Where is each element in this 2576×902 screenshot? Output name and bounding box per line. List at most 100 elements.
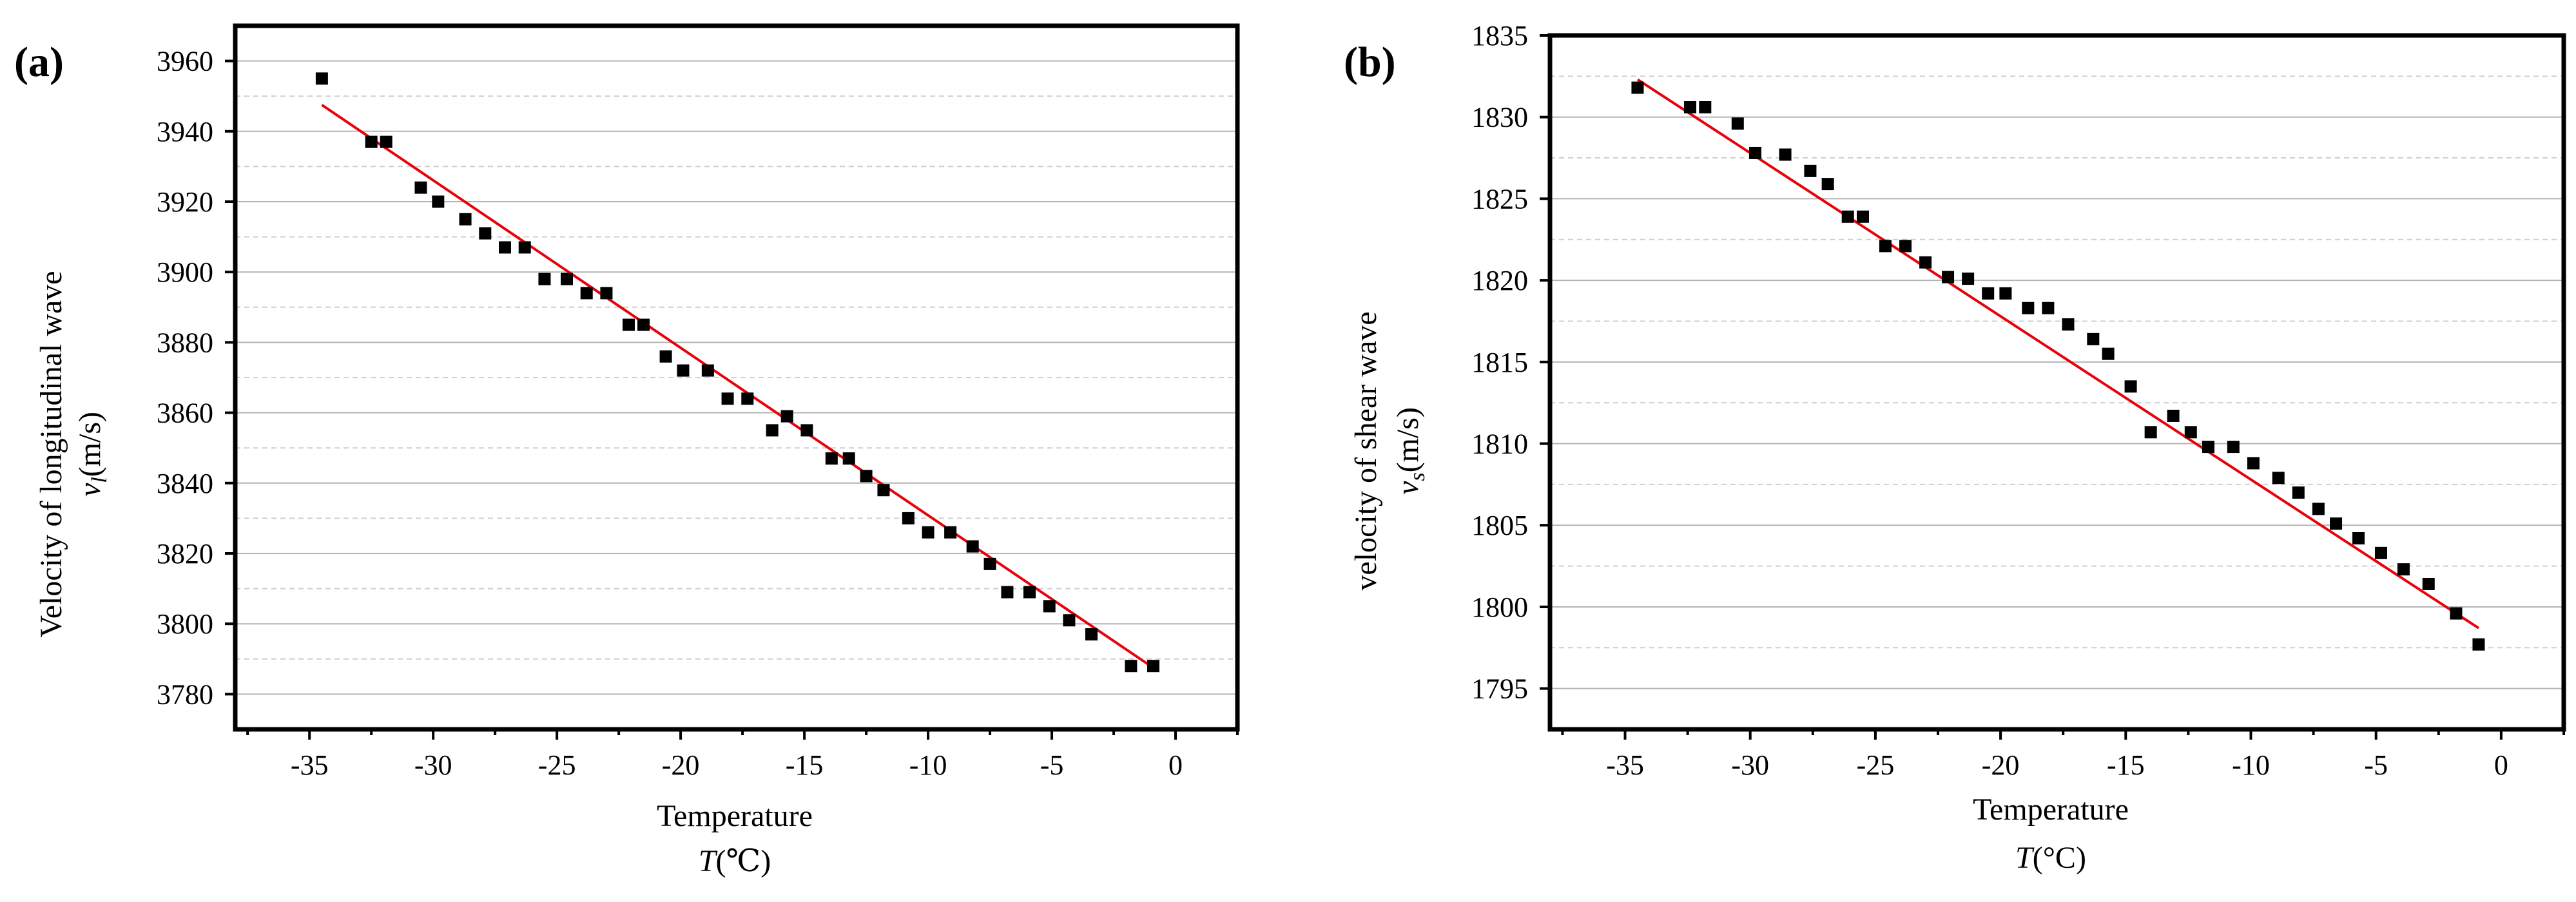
data-point — [877, 484, 890, 497]
data-point — [637, 318, 650, 331]
data-point — [2330, 517, 2343, 530]
data-point — [1125, 660, 1138, 673]
x-tick-label: 0 — [2494, 749, 2508, 781]
y-tick-label: 1830 — [1471, 102, 1528, 133]
data-point — [800, 424, 813, 437]
x-tick-label: -10 — [2232, 749, 2270, 781]
x-axis-unit-b: T(°C) — [2015, 841, 2086, 875]
data-point — [2450, 607, 2463, 620]
data-point — [2124, 380, 2137, 393]
y-tick-label: 1835 — [1471, 20, 1528, 52]
data-point — [2167, 409, 2180, 422]
data-point — [315, 72, 328, 85]
plot-frame-b — [1547, 33, 2566, 732]
y-tick-label: 3900 — [157, 256, 213, 288]
data-point — [2374, 546, 2387, 559]
data-point — [518, 241, 531, 254]
data-point — [2352, 532, 2365, 545]
data-point — [1982, 287, 1995, 300]
x-symbol-a: T — [699, 844, 718, 878]
data-point — [2144, 426, 2157, 439]
data-point — [2184, 426, 2197, 439]
data-point — [1001, 586, 1014, 599]
y-tick-label: 1815 — [1471, 347, 1528, 378]
data-point — [721, 392, 734, 405]
points-a — [315, 72, 1159, 673]
data-point — [1684, 101, 1697, 114]
data-point — [2397, 563, 2410, 576]
y-tick-label: 3820 — [157, 538, 213, 570]
data-point — [580, 287, 593, 300]
data-point — [1147, 660, 1159, 673]
x-tick-label: -35 — [1606, 749, 1644, 781]
grid-a — [235, 25, 1237, 730]
grid-b — [1550, 35, 2564, 730]
y-subscript-a: l — [88, 477, 111, 483]
y-axis-unit-a: vl(m/s) — [73, 412, 111, 497]
data-point — [1841, 210, 1854, 223]
data-point — [1879, 240, 1892, 253]
plot-frame-a — [233, 23, 1240, 732]
data-point — [2422, 577, 2435, 590]
data-point — [2472, 638, 2485, 651]
data-point — [479, 227, 492, 240]
data-point — [1942, 271, 1955, 283]
y-tick-label: 3920 — [157, 186, 213, 218]
data-point — [2042, 302, 2055, 314]
data-point — [860, 470, 873, 483]
y-symbol-a: v — [73, 483, 107, 497]
data-point — [380, 135, 392, 148]
data-point — [2102, 347, 2115, 360]
y-tick-label: 1795 — [1471, 673, 1528, 705]
data-point — [1779, 148, 1792, 161]
data-point — [780, 410, 793, 423]
x-tick-label: -30 — [414, 749, 452, 781]
data-point — [1821, 178, 1834, 191]
data-point — [2247, 457, 2260, 470]
fit-line-a — [321, 104, 1154, 669]
data-point — [538, 273, 551, 285]
data-point — [983, 557, 996, 570]
x-tick-label: -35 — [291, 749, 329, 781]
data-point — [1919, 256, 1932, 269]
data-point — [1699, 101, 1712, 114]
y-tick-label: 3860 — [157, 398, 213, 429]
data-point — [2292, 486, 2305, 499]
x-tick-label: -30 — [1731, 749, 1769, 781]
y-tick-label: 1800 — [1471, 591, 1528, 623]
data-point — [2272, 472, 2285, 485]
y-tick-label: 1805 — [1471, 510, 1528, 541]
data-point — [600, 287, 613, 300]
data-point — [1748, 146, 1761, 159]
data-point — [1731, 117, 1744, 130]
data-point — [2062, 318, 2075, 331]
x-tick-label: -15 — [786, 749, 824, 781]
y-axis-title-b: velocity of shear wave — [1349, 311, 1383, 590]
y-tick-label: 3940 — [157, 116, 213, 148]
x-tick-label: -10 — [909, 749, 947, 781]
points-b — [1631, 78, 2485, 651]
data-point — [766, 424, 779, 437]
data-point — [432, 195, 445, 208]
axes-b: -35 -30 -25 -20 -15 -10 -5 0 1795 1800 1805 1810 181… — [1471, 20, 2566, 781]
data-point — [365, 135, 378, 148]
data-point — [902, 512, 915, 524]
x-tick-label: 0 — [1168, 749, 1183, 781]
data-point — [922, 526, 935, 539]
panel-label-b: (b) — [1344, 39, 1396, 86]
x-unit-a: (℃) — [716, 844, 771, 878]
y-tick-label: 1825 — [1471, 183, 1528, 215]
data-point — [825, 452, 838, 465]
data-point — [701, 364, 714, 377]
data-point — [1043, 600, 1056, 613]
y-tick-label: 1820 — [1471, 265, 1528, 296]
x-symbol-b: T — [2015, 841, 2035, 875]
y-unit-a: (m/s) — [73, 412, 107, 477]
data-point — [414, 181, 427, 194]
x-unit-b: (°C) — [2033, 841, 2086, 875]
data-point — [1999, 287, 2012, 300]
data-point — [622, 318, 635, 331]
data-point — [499, 241, 512, 254]
data-point — [741, 392, 754, 405]
